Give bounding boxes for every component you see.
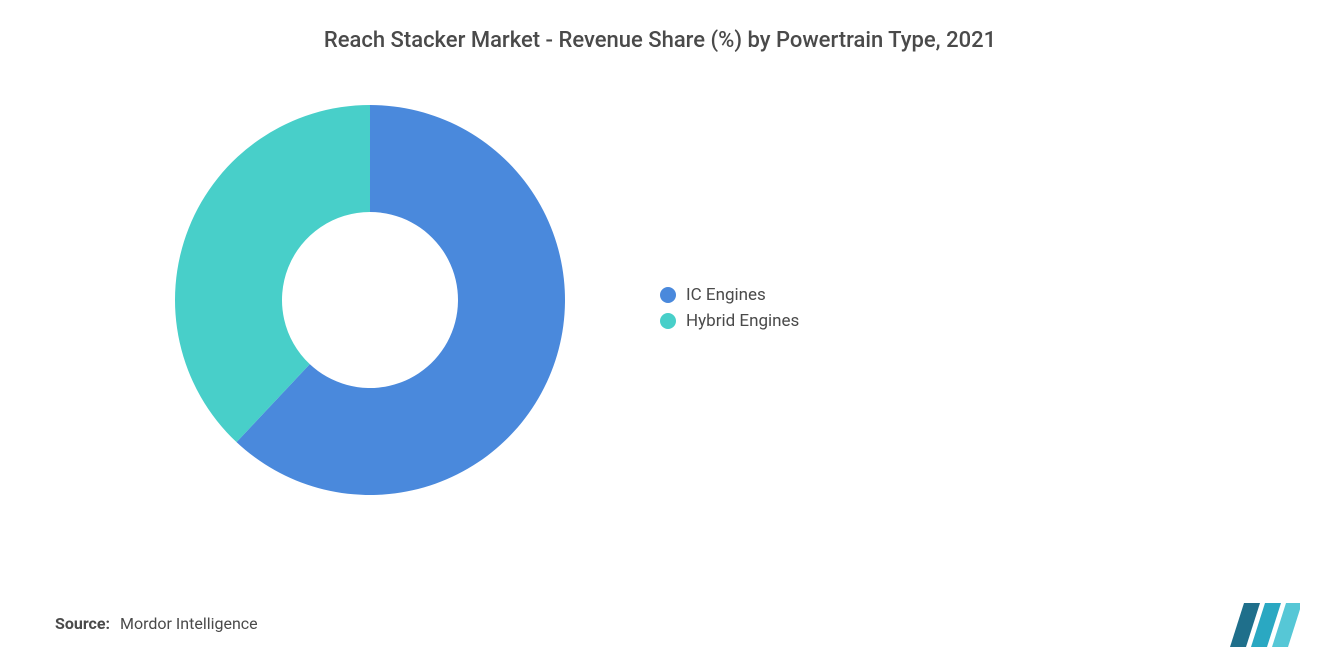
legend-label-0: IC Engines xyxy=(686,285,766,305)
source-label: Source: xyxy=(55,614,110,633)
legend-swatch-1 xyxy=(660,313,676,329)
legend-item-0: IC Engines xyxy=(660,285,799,305)
source-attribution: Source: Mordor Intelligence xyxy=(55,614,258,633)
mordor-logo-icon xyxy=(1230,603,1300,647)
donut-svg xyxy=(170,100,570,500)
donut-chart xyxy=(170,100,570,500)
chart-title: Reach Stacker Market - Revenue Share (%)… xyxy=(0,28,1320,53)
legend-label-1: Hybrid Engines xyxy=(686,311,799,331)
chart-legend: IC Engines Hybrid Engines xyxy=(660,285,799,337)
legend-swatch-0 xyxy=(660,287,676,303)
source-value: Mordor Intelligence xyxy=(120,614,258,633)
legend-item-1: Hybrid Engines xyxy=(660,311,799,331)
